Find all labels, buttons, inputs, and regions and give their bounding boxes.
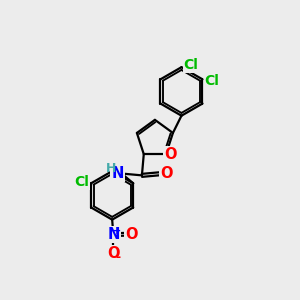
- Text: O: O: [107, 246, 120, 261]
- Text: Cl: Cl: [74, 175, 89, 189]
- Text: O: O: [164, 147, 176, 162]
- Text: +: +: [113, 226, 122, 236]
- Text: N: N: [111, 166, 124, 181]
- Text: O: O: [126, 227, 138, 242]
- Text: Cl: Cl: [184, 58, 199, 72]
- Text: N: N: [107, 227, 119, 242]
- Text: Cl: Cl: [205, 74, 220, 88]
- Text: O: O: [160, 166, 172, 181]
- Text: H: H: [106, 162, 116, 175]
- Text: -: -: [116, 250, 121, 264]
